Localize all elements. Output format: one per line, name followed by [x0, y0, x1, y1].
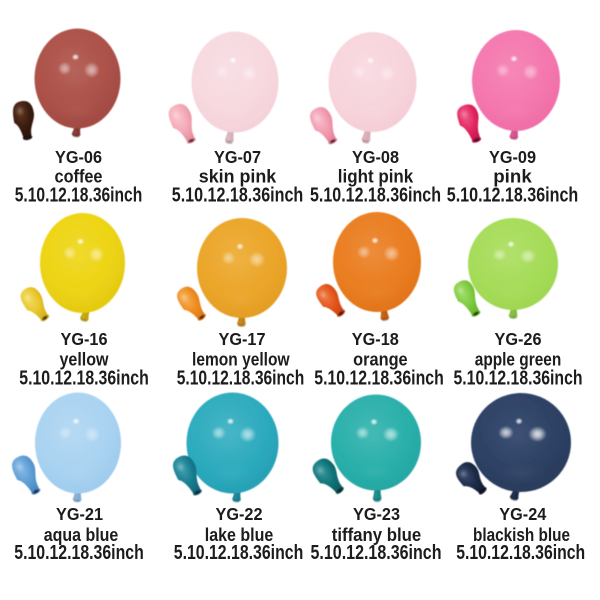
- svg-text:YG-22: YG-22: [216, 504, 263, 524]
- svg-text:5.10.12.18.36inch: 5.10.12.18.36inch: [19, 368, 149, 390]
- svg-text:5.10.12.18.36inch: 5.10.12.18.36inch: [15, 185, 143, 207]
- svg-text:5.10.12.18.36inch: 5.10.12.18.36inch: [447, 185, 579, 207]
- svg-text:lemon yellow: lemon yellow: [192, 349, 290, 369]
- svg-text:5.10.12.18.36inch: 5.10.12.18.36inch: [177, 368, 305, 390]
- svg-text:light pink: light pink: [338, 167, 414, 187]
- svg-text:5.10.12.18.36inch: 5.10.12.18.36inch: [14, 542, 144, 564]
- svg-text:5.10.12.18.36inch: 5.10.12.18.36inch: [174, 542, 304, 564]
- svg-text:apple green: apple green: [475, 349, 562, 369]
- svg-text:YG-08: YG-08: [352, 147, 399, 167]
- svg-text:YG-09: YG-09: [489, 147, 536, 167]
- svg-text:YG-17: YG-17: [219, 329, 266, 349]
- svg-text:YG-26: YG-26: [495, 329, 542, 349]
- svg-text:5.10.12.18.36inch: 5.10.12.18.36inch: [172, 185, 304, 207]
- svg-text:orange: orange: [353, 349, 408, 369]
- svg-text:5.10.12.18.36inch: 5.10.12.18.36inch: [314, 368, 444, 390]
- svg-text:5.10.12.18.36inch: 5.10.12.18.36inch: [454, 368, 583, 390]
- svg-text:YG-16: YG-16: [61, 329, 108, 349]
- svg-text:skin pink: skin pink: [199, 167, 277, 187]
- svg-text:yellow: yellow: [60, 349, 110, 369]
- svg-text:coffee: coffee: [55, 167, 103, 187]
- svg-text:5.10.12.18.36inch: 5.10.12.18.36inch: [311, 542, 442, 564]
- svg-text:lake blue: lake blue: [205, 525, 274, 545]
- svg-text:YG-24: YG-24: [499, 504, 546, 524]
- svg-text:tiffany blue: tiffany blue: [332, 525, 422, 545]
- svg-text:aqua blue: aqua blue: [44, 525, 119, 545]
- svg-text:YG-07: YG-07: [214, 147, 261, 167]
- svg-text:5.10.12.18.36inch: 5.10.12.18.36inch: [310, 185, 441, 207]
- svg-text:YG-23: YG-23: [353, 504, 400, 524]
- svg-text:YG-18: YG-18: [352, 329, 399, 349]
- svg-text:pink: pink: [493, 167, 533, 187]
- svg-text:YG-06: YG-06: [55, 147, 102, 167]
- svg-text:5.10.12.18.36inch: 5.10.12.18.36inch: [456, 542, 585, 564]
- svg-text:YG-21: YG-21: [56, 504, 103, 524]
- svg-text:blackish blue: blackish blue: [473, 525, 570, 545]
